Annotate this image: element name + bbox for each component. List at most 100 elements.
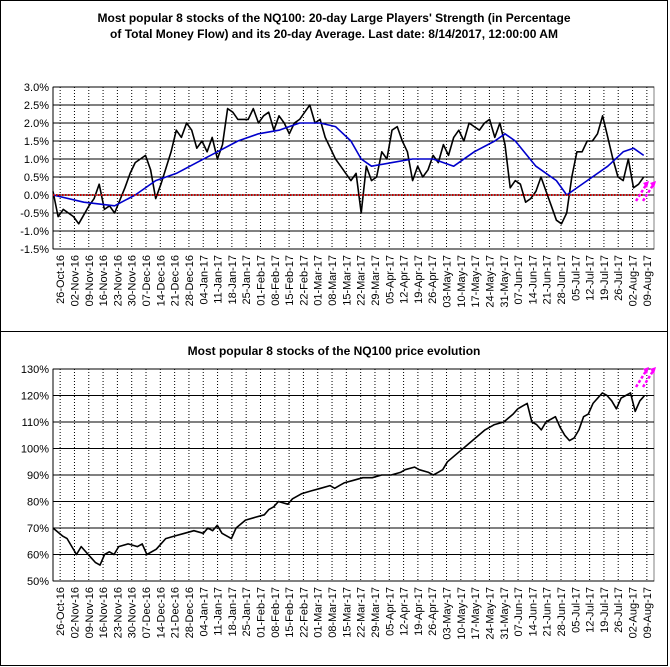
x-tick-label: 25-Jan-17 — [241, 255, 253, 305]
y-tick-label: 50% — [27, 576, 49, 588]
strength-chart-panel: Most popular 8 stocks of the NQ100: 20-d… — [0, 0, 668, 332]
x-tick-label: 15-Mar-17 — [341, 255, 353, 306]
x-tick-label: 07-Jun-17 — [513, 587, 525, 637]
x-tick-label: 12-Apr-17 — [399, 255, 411, 304]
x-tick-label: 21-Dec-16 — [170, 587, 182, 638]
x-tick-label: 31-May-17 — [499, 587, 511, 640]
x-tick-label: 14-Dec-16 — [155, 255, 167, 306]
y-tick-label: 0.5% — [24, 172, 49, 184]
x-tick-label: 01-Mar-17 — [313, 587, 325, 638]
x-tick-label: 07-Dec-16 — [141, 587, 153, 638]
x-tick-label: 21-Jun-17 — [542, 587, 554, 637]
y-tick-label: 110% — [22, 417, 50, 429]
x-tick-label: 02-Nov-16 — [69, 255, 81, 306]
x-tick-label: 31-May-17 — [499, 255, 511, 308]
x-tick-label: 17-May-17 — [470, 587, 482, 640]
x-tick-label: 05-Jul-17 — [570, 255, 582, 301]
x-tick-label: 11-Jan-17 — [213, 587, 225, 636]
x-tick-label: 12-Jul-17 — [585, 587, 597, 633]
x-tick-label: 29-Mar-17 — [370, 587, 382, 638]
x-tick-label: 05-Jul-17 — [570, 587, 582, 633]
trend-arrow-shaft — [641, 184, 655, 202]
x-tick-label: 16-Nov-16 — [98, 255, 110, 306]
y-tick-label: 90% — [27, 470, 49, 482]
x-tick-label: 15-Feb-17 — [284, 587, 296, 638]
x-tick-label: 28-Dec-16 — [184, 587, 196, 638]
x-tick-label: 23-Nov-16 — [112, 587, 124, 638]
x-tick-label: 24-May-17 — [484, 255, 496, 308]
x-tick-label: 16-Nov-16 — [98, 587, 110, 638]
x-tick-label: 29-Mar-17 — [370, 255, 382, 306]
x-tick-label: 26-Apr-17 — [427, 587, 439, 636]
x-tick-label: 28-Jun-17 — [556, 587, 568, 637]
x-tick-label: 09-Nov-16 — [84, 587, 96, 638]
y-tick-label: 70% — [27, 523, 49, 535]
x-tick-label: 22-Feb-17 — [298, 587, 310, 638]
x-tick-label: 19-Apr-17 — [413, 255, 425, 304]
x-tick-label: 09-Aug-17 — [642, 587, 654, 638]
trend-arrow-head — [643, 367, 649, 374]
x-tick-label: 15-Mar-17 — [341, 587, 353, 638]
y-tick-label: -1.0% — [20, 226, 49, 238]
x-tick-label: 05-Apr-17 — [384, 255, 396, 304]
trend-arrow-head — [650, 367, 656, 374]
y-tick-label: 120% — [21, 391, 49, 403]
x-tick-label: 02-Nov-16 — [69, 587, 81, 638]
x-tick-label: 23-Nov-16 — [112, 255, 124, 306]
x-tick-label: 03-May-17 — [442, 587, 454, 640]
trend-arrow-head — [650, 181, 656, 188]
x-tick-label: 17-May-17 — [470, 255, 482, 308]
x-tick-label: 24-May-17 — [484, 587, 496, 640]
plot-area — [52, 86, 655, 250]
x-tick-label: 26-Oct-16 — [55, 255, 67, 304]
x-tick-label: 07-Dec-16 — [141, 255, 153, 306]
strength-chart-svg: 26-Oct-16 02-Nov-16 09-Nov-16 16-Nov-16 23-N… — [20, 82, 656, 308]
x-tick-label: 08-Mar-17 — [327, 255, 339, 306]
x-tick-label: 19-Apr-17 — [413, 587, 425, 636]
x-tick-label: 08-Feb-17 — [270, 255, 282, 306]
x-tick-label: 12-Apr-17 — [399, 587, 411, 636]
y-tick-label: 3.0% — [24, 82, 49, 94]
x-tick-label: 08-Mar-17 — [327, 587, 339, 638]
x-tick-label: 15-Feb-17 — [284, 255, 296, 306]
x-tick-label: 30-Nov-16 — [127, 587, 139, 638]
series-line-0 — [52, 392, 646, 566]
strength-chart-title: Most popular 8 stocks of the NQ100: 20-d… — [97, 11, 571, 41]
x-tick-label: 14-Jun-17 — [527, 255, 539, 305]
x-tick-label: 26-Jul-17 — [613, 587, 625, 633]
x-tick-label: 26-Oct-16 — [55, 587, 67, 636]
x-tick-label: 14-Jun-17 — [527, 587, 539, 637]
y-tick-label: 1.0% — [24, 154, 49, 166]
price-chart-svg: 26-Oct-16 02-Nov-16 09-Nov-16 16-Nov-16 23-N… — [21, 364, 656, 640]
x-tick-label: 11-Jan-17 — [213, 255, 225, 304]
x-tick-label: 22-Mar-17 — [356, 255, 368, 306]
trend-arrow-head — [643, 181, 649, 188]
x-tick-label: 28-Dec-16 — [184, 255, 196, 306]
x-tick-label: 18-Jan-17 — [227, 255, 239, 305]
x-tick-label: 05-Apr-17 — [384, 587, 396, 636]
price-chart-panel: Most popular 8 stocks of the NQ100 price… — [0, 331, 668, 666]
x-tick-label: 01-Mar-17 — [313, 255, 325, 306]
x-tick-label: 26-Jul-17 — [613, 255, 625, 301]
series-line-0 — [52, 104, 645, 225]
trend-arrow-shaft — [634, 184, 648, 202]
x-tick-label: 04-Jan-17 — [198, 255, 210, 305]
x-tick-label: 01-Feb-17 — [255, 255, 267, 306]
x-tick-label: 25-Jan-17 — [241, 587, 253, 637]
x-tick-label: 02-Aug-17 — [628, 255, 640, 306]
x-tick-label: 26-Apr-17 — [427, 255, 439, 304]
x-tick-label: 14-Dec-16 — [155, 587, 167, 638]
x-tick-label: 10-May-17 — [456, 255, 468, 308]
x-tick-label: 09-Aug-17 — [642, 255, 654, 306]
y-tick-label: 2.0% — [24, 118, 49, 130]
y-tick-label: 2.5% — [24, 100, 49, 112]
price-chart-title: Most popular 8 stocks of the NQ100 price… — [187, 344, 481, 358]
x-tick-label: 02-Aug-17 — [628, 587, 640, 638]
x-tick-label: 03-May-17 — [442, 255, 454, 308]
x-tick-label: 21-Dec-16 — [170, 255, 182, 306]
x-tick-label: 22-Feb-17 — [298, 255, 310, 306]
y-tick-label: 1.5% — [24, 136, 49, 148]
x-tick-label: 04-Jan-17 — [198, 587, 210, 637]
trend-arrows-icon — [634, 367, 656, 388]
x-tick-label: 10-May-17 — [456, 587, 468, 640]
